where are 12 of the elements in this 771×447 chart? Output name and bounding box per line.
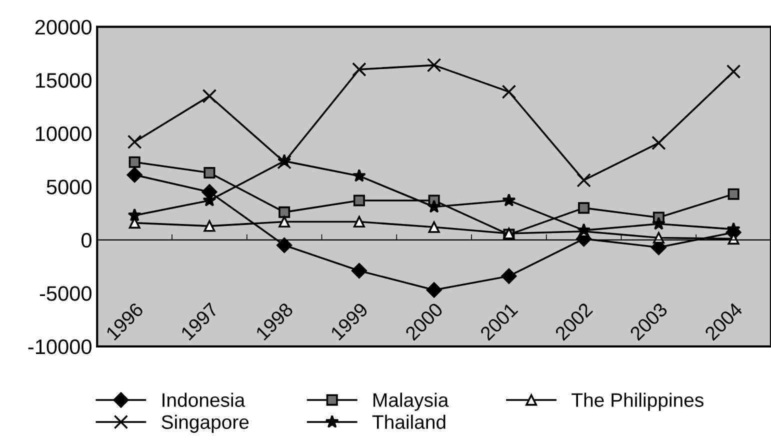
legend-label: Singapore [162, 414, 249, 433]
legend-label: Thailand [372, 414, 446, 429]
legend-label: The Philippines [572, 392, 704, 411]
y-tick-label: 20000 [35, 20, 92, 35]
y-tick-label: -10000 [28, 339, 92, 354]
legend-label: Malaysia [374, 392, 449, 411]
y-tick-label: 0 [82, 232, 92, 248]
y-tick-label: 10000 [36, 126, 92, 142]
y-tick-label: -5000 [40, 286, 92, 301]
legend-label: Indonesia [162, 392, 246, 407]
y-tick-label: 5000 [46, 180, 92, 194]
y-tick-label: 15000 [36, 73, 92, 88]
